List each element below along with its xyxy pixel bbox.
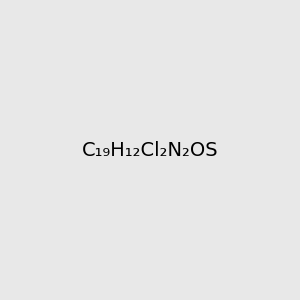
Text: C₁₉H₁₂Cl₂N₂OS: C₁₉H₁₂Cl₂N₂OS <box>82 140 218 160</box>
